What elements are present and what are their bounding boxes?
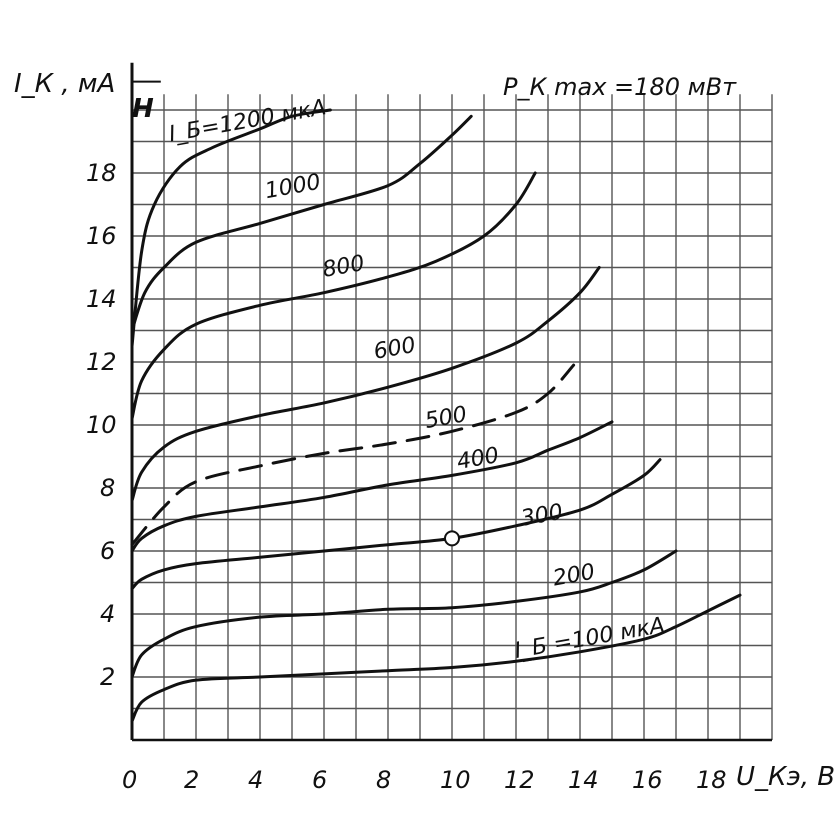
characteristic-curve <box>130 266 601 503</box>
characteristic-curve <box>130 363 576 547</box>
y-tick-label: 16 <box>86 222 117 250</box>
characteristic-curve <box>130 458 662 591</box>
characteristic-curve <box>130 108 332 348</box>
axes <box>130 62 772 742</box>
y-tick-label: 6 <box>100 537 115 565</box>
x-tick-label: 12 <box>504 766 535 794</box>
curves <box>130 108 742 723</box>
characteristic-curve <box>130 171 537 421</box>
operating-point-marker <box>444 530 460 547</box>
x-tick-label: 2 <box>184 766 199 794</box>
characteristic-curve <box>130 420 614 553</box>
y-axis-title: I_К , мА <box>14 69 115 99</box>
axis-marker-label: Н <box>132 94 154 124</box>
curve-label: 400 <box>455 443 501 475</box>
grid <box>132 94 773 740</box>
x-tick-label: 16 <box>632 766 663 794</box>
curve-label: 800 <box>321 251 367 283</box>
characteristic-curve <box>130 114 473 332</box>
curve-label: 1000 <box>263 170 322 204</box>
x-axis-title: U_Кэ, В <box>736 762 835 792</box>
characteristic-curve <box>130 549 678 679</box>
curve-label: 200 <box>551 560 597 592</box>
x-tick-label: 4 <box>248 766 263 794</box>
curve-label: 600 <box>372 333 418 365</box>
curve-label: 300 <box>519 500 565 532</box>
x-tick-label: 8 <box>376 766 391 794</box>
y-tick-label: 12 <box>86 348 117 376</box>
x-tick-label: 14 <box>568 766 599 794</box>
x-tick-label: 0 <box>122 766 137 794</box>
y-tick-label: 4 <box>100 600 115 628</box>
y-tick-label: 10 <box>86 411 117 439</box>
y-tick-label: 2 <box>100 663 115 691</box>
characteristic-curve <box>130 593 742 723</box>
y-tick-label: 8 <box>100 474 115 502</box>
y-tick-label: 14 <box>86 285 117 313</box>
y-tick-label: 18 <box>86 159 117 187</box>
x-tick-label: 6 <box>312 766 327 794</box>
curve-label: I_Б=1200 мкА <box>167 95 328 147</box>
x-tick-label: 18 <box>696 766 727 794</box>
x-tick-label: 10 <box>440 766 471 794</box>
tick-labels: 0 2 4 6 8 10 12 14 16 18 2 4 6 8 10 12 14 16 18 <box>86 159 727 794</box>
power-max-annotation: P_К max =180 мВт <box>503 73 737 101</box>
